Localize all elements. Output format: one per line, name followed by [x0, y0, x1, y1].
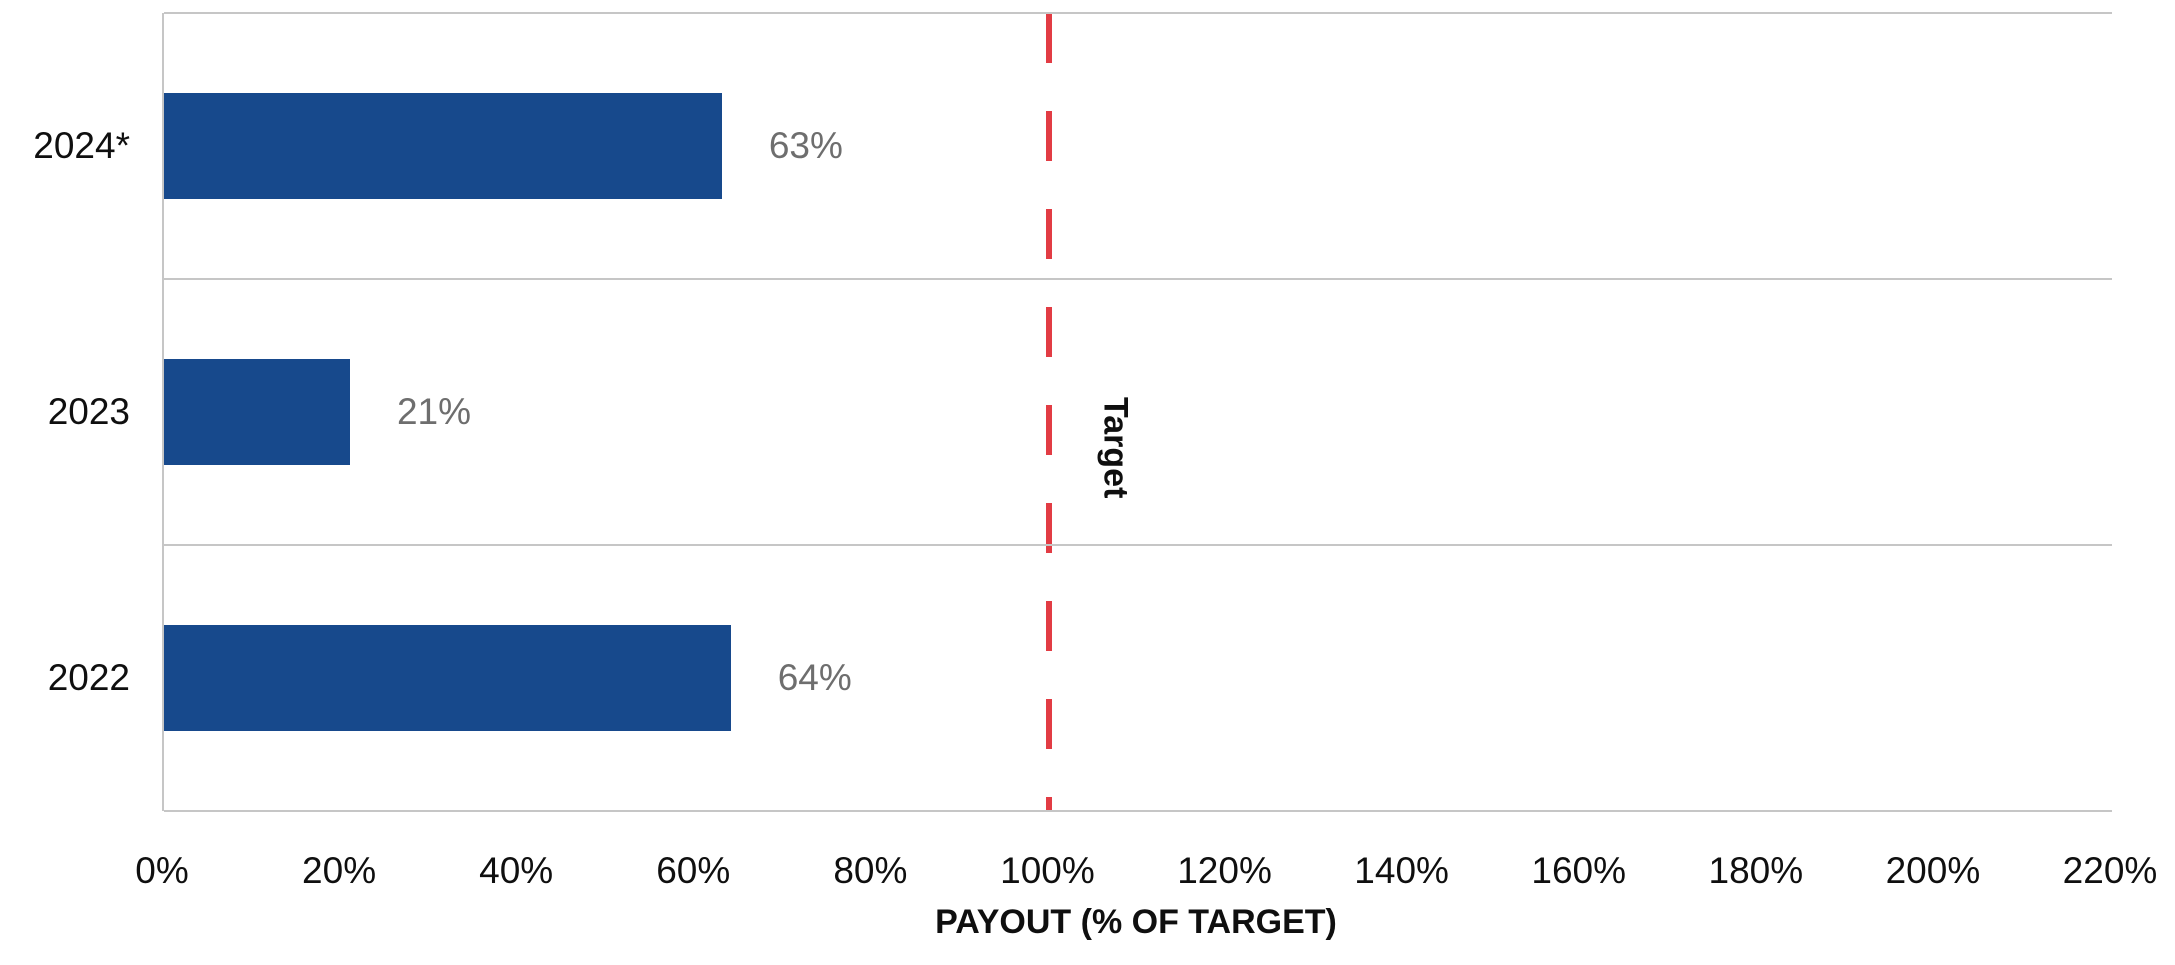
category-label-2022: 2022 — [47, 657, 130, 698]
x-tick-label-180: 180% — [1708, 850, 1804, 891]
category-label-2024: 2024* — [33, 124, 130, 166]
category-label-2023: 2023 — [47, 391, 130, 432]
band-separator-line — [164, 277, 2112, 280]
data-label-2023: 21% — [396, 391, 471, 432]
bar-2022 — [164, 625, 731, 731]
x-tick-label-60: 60% — [656, 850, 731, 891]
x-tick-label-40: 40% — [479, 850, 554, 891]
bar-2024 — [164, 92, 722, 199]
target-line-label: Target — [1096, 397, 1135, 499]
x-axis-line — [164, 810, 2112, 812]
y-axis-labels: 2024* 2023 2022 — [0, 13, 130, 811]
x-tick-label-0: 0% — [135, 850, 189, 891]
x-tick-label-200: 200% — [1885, 850, 1981, 891]
band-separator-line — [164, 12, 2112, 14]
band-separator-line — [164, 543, 2112, 546]
x-tick-label-120: 120% — [1177, 850, 1272, 891]
data-label-2022: 64% — [777, 657, 852, 698]
x-tick-label-80: 80% — [833, 850, 908, 891]
x-axis-title: PAYOUT (% OF TARGET) — [935, 903, 1337, 941]
x-tick-label-160: 160% — [1531, 850, 1627, 891]
bar-2023 — [164, 359, 350, 465]
x-tick-label-20: 20% — [302, 850, 377, 891]
x-tick-label-220: 220% — [2062, 850, 2158, 891]
data-label-2024: 63% — [768, 124, 843, 166]
target-reference-line — [1046, 13, 1053, 811]
plot-area: Target 63% 21% 64% — [162, 12, 2112, 812]
x-tick-label-100: 100% — [1000, 850, 1095, 891]
x-tick-label-140: 140% — [1354, 850, 1449, 891]
